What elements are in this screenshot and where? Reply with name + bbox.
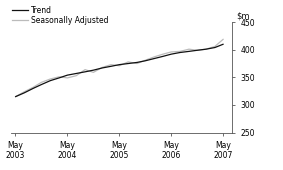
Legend: Trend, Seasonally Adjusted: Trend, Seasonally Adjusted xyxy=(12,5,109,25)
Text: $m: $m xyxy=(236,11,250,20)
